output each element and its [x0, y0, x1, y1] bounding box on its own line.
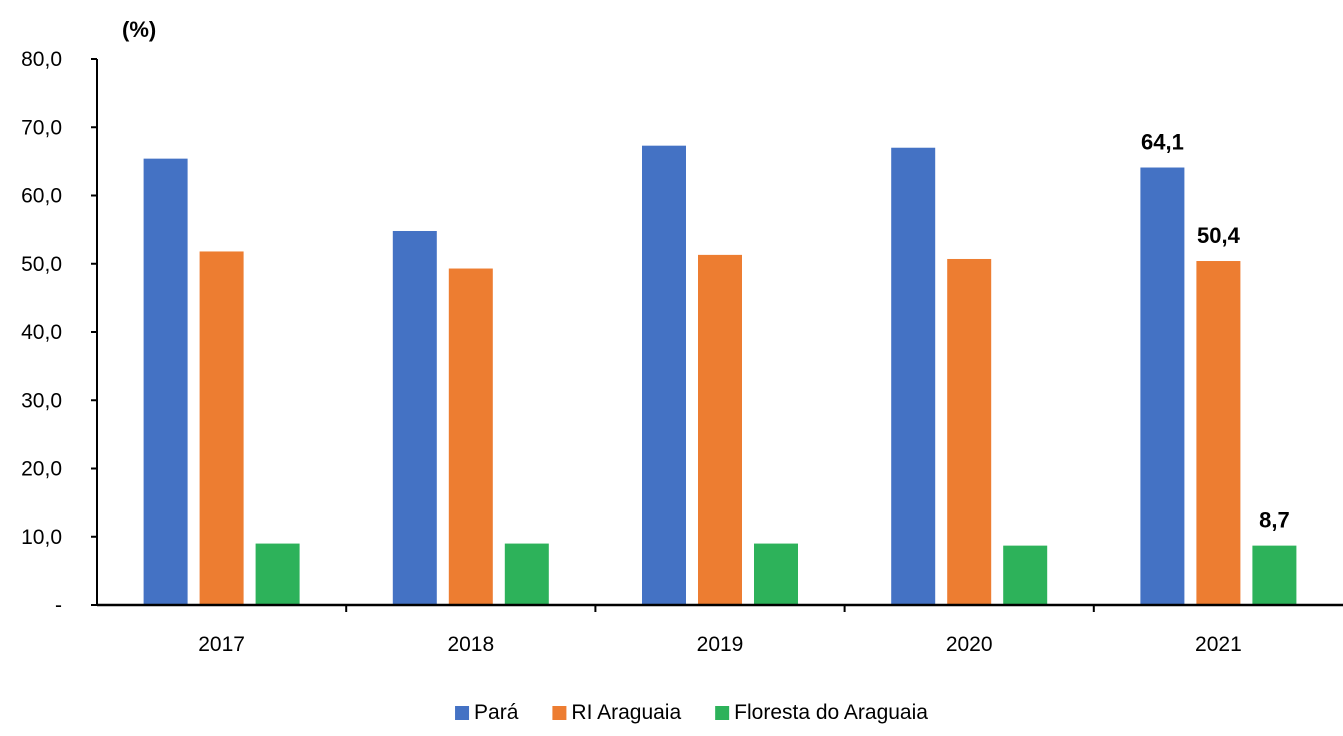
bar — [1003, 545, 1048, 605]
y-tick-label: 50,0 — [21, 253, 62, 276]
bar — [1196, 261, 1241, 605]
data-label: 50,4 — [1197, 223, 1241, 248]
bar — [1140, 167, 1185, 605]
bar — [1252, 545, 1297, 605]
data-label: 8,7 — [1259, 508, 1290, 533]
y-tick-label: 60,0 — [21, 185, 62, 208]
x-tick-label: 2019 — [697, 633, 744, 656]
legend-swatch — [552, 706, 567, 720]
legend-label: Pará — [474, 701, 519, 724]
bar — [754, 543, 798, 605]
bar — [392, 230, 437, 606]
bar — [698, 254, 742, 605]
bars — [143, 145, 1297, 606]
data-label: 64,1 — [1141, 130, 1184, 155]
axes — [91, 58, 1343, 612]
y-tick-label: 40,0 — [21, 321, 62, 344]
x-tick-label: 2021 — [1195, 633, 1242, 656]
y-tick-label: - — [55, 594, 62, 617]
bar — [448, 268, 493, 605]
legend-swatch — [715, 706, 730, 720]
legend-label: RI Araguaia — [571, 701, 681, 724]
y-tick-label: 70,0 — [21, 116, 62, 139]
y-tick-label: 20,0 — [21, 458, 62, 481]
bar — [143, 158, 188, 605]
legend-swatch — [455, 706, 470, 720]
y-axis-unit-label: (%) — [122, 17, 156, 42]
x-tick-label: 2017 — [198, 633, 245, 656]
y-tick-label: 30,0 — [21, 389, 62, 412]
bar — [891, 147, 936, 605]
y-tick-label: 10,0 — [21, 526, 62, 549]
x-tick-label: 2020 — [946, 633, 993, 656]
legend: Pará RI Araguaia Floresta do Araguaia — [455, 701, 928, 724]
bar — [504, 543, 549, 605]
x-axis-ticks: 2017 2018 2019 2020 2021 — [198, 633, 1242, 656]
bar — [199, 251, 244, 605]
bar — [947, 258, 992, 605]
legend-label: Floresta do Araguaia — [734, 701, 928, 724]
y-axis-ticks: - 10,0 20,0 30,0 40,0 50,0 60,0 70,0 80,0 — [21, 48, 62, 617]
x-tick-label: 2018 — [447, 633, 494, 656]
y-tick-label: 80,0 — [21, 48, 62, 71]
bar — [255, 543, 300, 605]
data-labels: 64,1 50,4 8,7 — [1141, 130, 1290, 533]
bar — [642, 145, 686, 606]
